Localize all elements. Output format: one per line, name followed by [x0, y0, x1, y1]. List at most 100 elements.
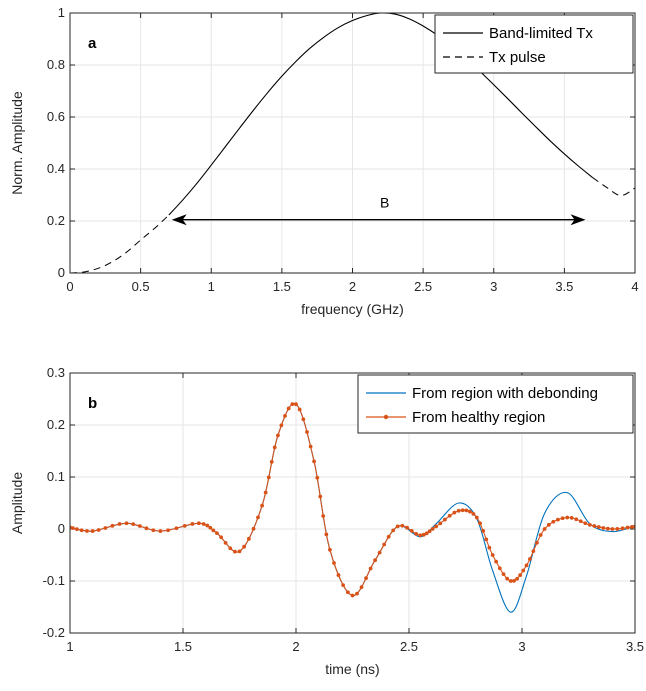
series-marker: [290, 402, 295, 407]
series-marker: [315, 475, 320, 480]
panel-label: b: [88, 395, 97, 412]
series-marker: [263, 490, 268, 495]
series-marker: [442, 517, 447, 522]
y-tick-label: 0: [58, 521, 65, 536]
series-marker: [196, 521, 201, 526]
series-marker: [269, 459, 274, 464]
legend-box: [434, 14, 634, 74]
series-marker: [228, 546, 233, 551]
series-marker: [424, 531, 429, 536]
series-marker: [260, 503, 264, 508]
legend-entry: From region with debonding: [412, 385, 598, 402]
y-axis-label: Norm. Amplitude: [9, 91, 25, 195]
series-marker: [560, 516, 565, 521]
series-marker: [324, 532, 329, 537]
bandwidth-label: B: [380, 195, 389, 211]
series-marker: [494, 559, 499, 564]
series-from-healthy-region: [70, 402, 635, 598]
series-marker: [456, 508, 461, 513]
y-tick-label: 1: [58, 5, 65, 20]
series-marker: [405, 525, 409, 530]
series-marker: [620, 526, 625, 531]
x-axis-label: time (ns): [325, 661, 379, 677]
series-marker: [464, 508, 469, 513]
series-marker: [535, 540, 539, 545]
series-marker: [434, 524, 439, 529]
series-marker: [610, 527, 615, 531]
series-marker: [328, 547, 332, 552]
series-marker: [332, 561, 336, 565]
series-marker: [512, 578, 516, 583]
series-marker: [321, 514, 326, 518]
series-marker: [481, 528, 486, 533]
series-marker: [279, 423, 284, 428]
x-tick-label: 2: [292, 639, 299, 654]
series-marker: [301, 417, 306, 422]
series-marker: [521, 568, 526, 573]
series-marker: [211, 528, 216, 533]
x-tick-label: 3.5: [555, 279, 573, 294]
series-marker: [452, 510, 457, 515]
legend: From region with debonding From healthy r…: [357, 374, 634, 434]
series-marker: [341, 583, 346, 588]
y-tick-label: 0.4: [47, 161, 65, 176]
series-marker: [223, 541, 228, 545]
series-marker: [565, 515, 570, 520]
series-marker: [391, 528, 396, 533]
arrow-head-left: [171, 214, 187, 226]
series-marker: [471, 511, 476, 516]
series-marker: [297, 407, 302, 412]
series-marker: [518, 573, 523, 578]
series-marker: [308, 444, 313, 449]
legend: Band-limited Tx Tx pulse: [434, 14, 634, 74]
x-tick-label: 1: [208, 279, 215, 294]
x-axis-label: frequency (GHz): [301, 301, 404, 317]
series-line-dashed: [70, 214, 170, 273]
series-marker: [546, 522, 551, 527]
series-marker: [542, 527, 547, 531]
series-marker: [386, 534, 391, 539]
series-marker: [215, 531, 219, 536]
series-marker: [377, 550, 382, 555]
x-tick-label: 1: [66, 639, 73, 654]
panel-a: 0 0.5 1 1.5 2 2.5 3 3.5 4 0 0.2 0.4 0.6 0.8 1 frequency…: [9, 5, 639, 317]
series-marker: [421, 532, 426, 537]
series-marker: [364, 576, 368, 581]
x-tick-label: 0.5: [132, 279, 150, 294]
y-tick-label: 0.2: [47, 417, 65, 432]
y-tick-label: -0.1: [43, 573, 65, 588]
series-marker: [110, 523, 115, 528]
series-marker: [70, 526, 75, 531]
axes-box: [69, 12, 636, 274]
series-marker: [174, 526, 179, 531]
y-tick-label: 0.6: [47, 109, 65, 124]
series-marker: [251, 526, 256, 531]
y-tick-label: 0.8: [47, 57, 65, 72]
series-marker: [630, 524, 634, 529]
series-marker: [272, 445, 277, 450]
series-marker: [276, 433, 280, 438]
x-tick-label: 2.5: [414, 279, 432, 294]
series-marker: [474, 515, 479, 520]
series-line: [168, 13, 593, 216]
legend-entry: From healthy region: [412, 409, 545, 426]
legend-swatch-marker: [383, 414, 389, 420]
series-marker: [233, 549, 237, 554]
series-marker: [400, 523, 405, 528]
series-marker: [414, 532, 419, 536]
x-tick-label: 1.5: [174, 639, 192, 654]
series-marker: [219, 535, 224, 540]
series-marker: [85, 529, 89, 533]
arrow-head-right: [570, 214, 586, 226]
series-marker: [430, 526, 435, 531]
series-marker: [625, 525, 630, 530]
series-marker: [447, 513, 452, 518]
series-marker: [578, 519, 583, 524]
y-tick-label: 0.3: [47, 365, 65, 380]
series-marker: [601, 526, 606, 530]
series-marker: [497, 566, 502, 571]
legend-box: [357, 374, 634, 434]
series-marker: [96, 528, 101, 532]
series-marker: [74, 527, 79, 532]
